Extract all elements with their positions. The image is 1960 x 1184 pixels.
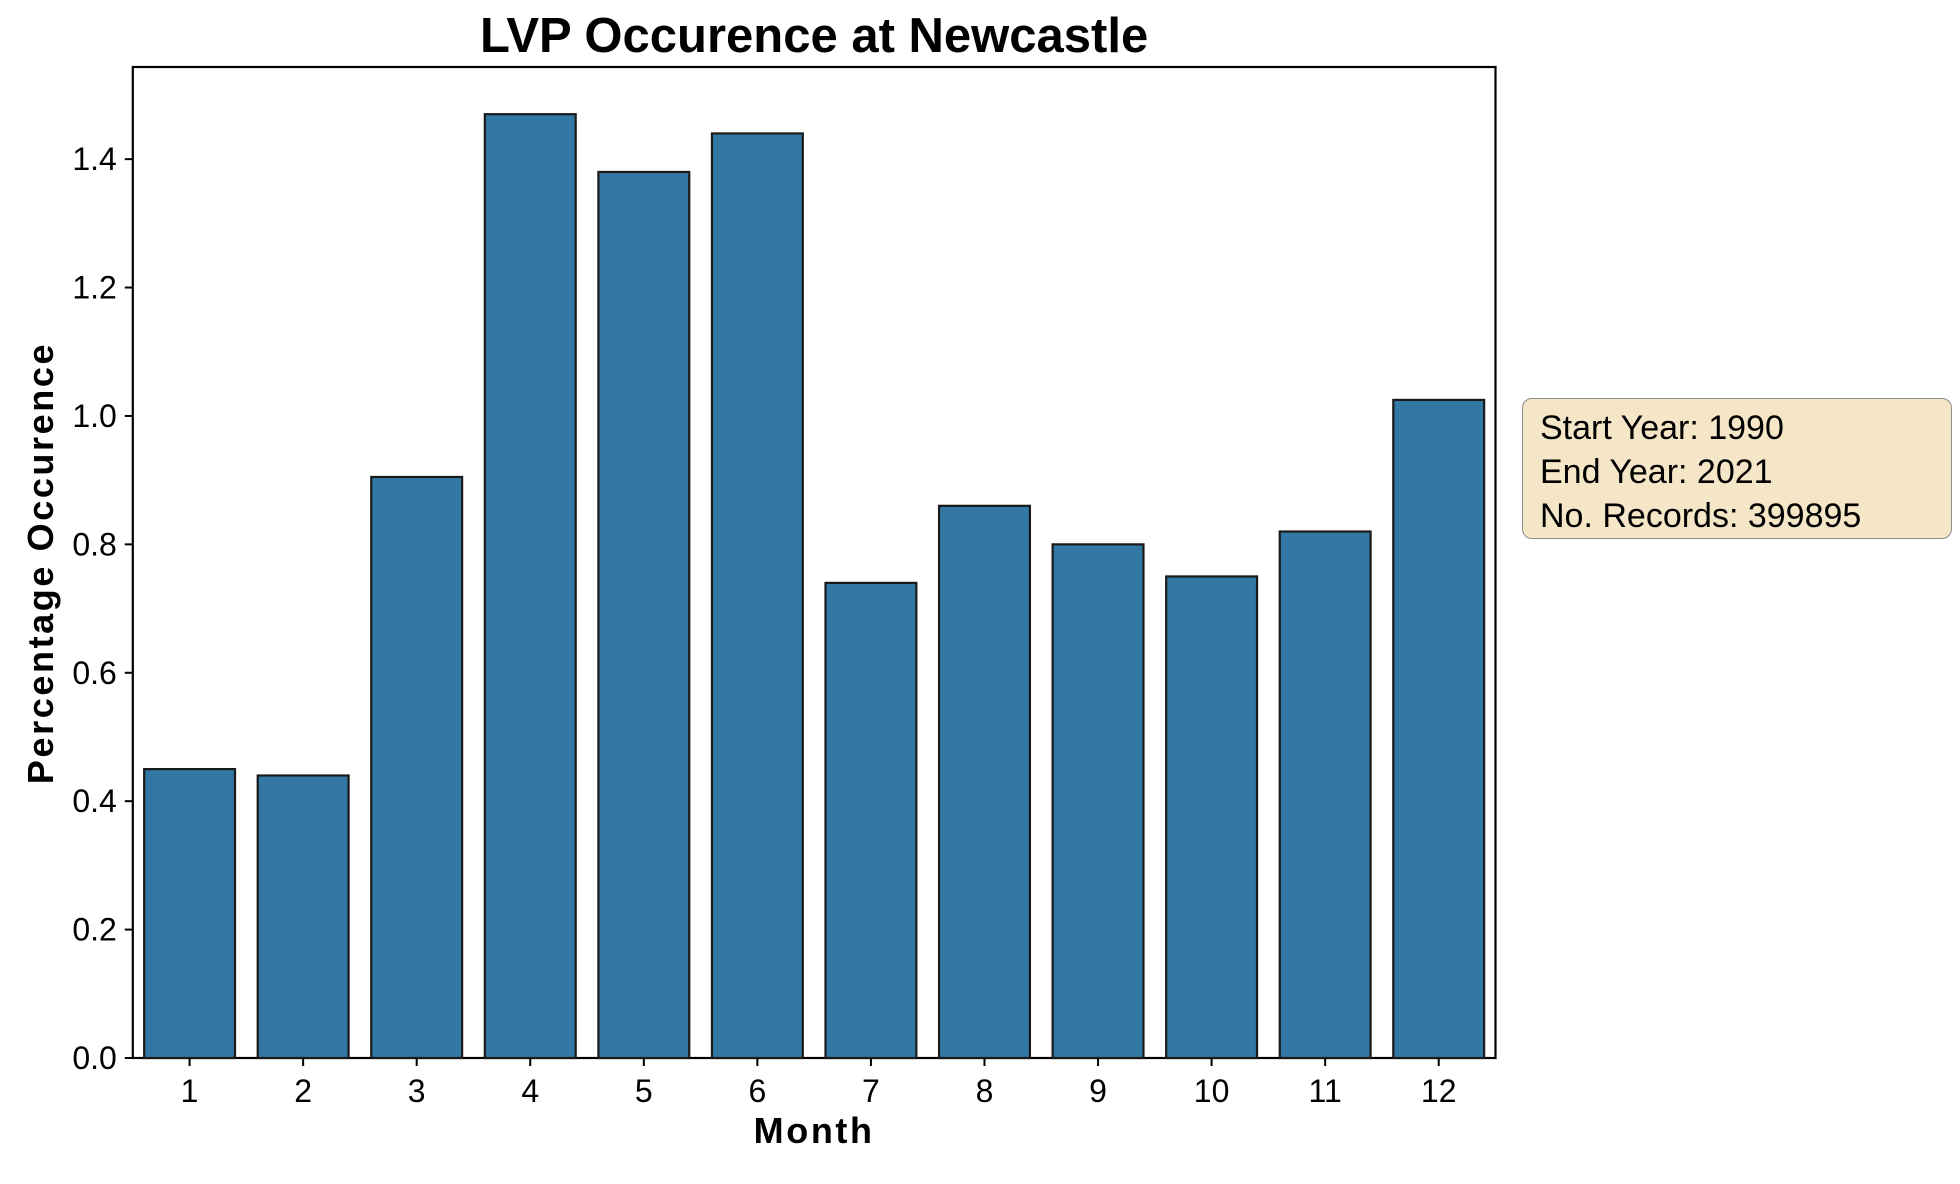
svg-text:0.8: 0.8	[72, 526, 116, 562]
svg-text:0.4: 0.4	[72, 783, 116, 819]
svg-text:10: 10	[1194, 1073, 1230, 1109]
svg-text:1.4: 1.4	[72, 141, 116, 177]
svg-text:1: 1	[181, 1073, 199, 1109]
svg-text:9: 9	[1089, 1073, 1107, 1109]
svg-text:4: 4	[521, 1073, 539, 1109]
svg-text:1.2: 1.2	[72, 270, 116, 306]
svg-text:0.0: 0.0	[72, 1040, 116, 1076]
svg-text:12: 12	[1421, 1073, 1457, 1109]
svg-text:6: 6	[748, 1073, 766, 1109]
svg-text:0.2: 0.2	[72, 912, 116, 948]
svg-text:7: 7	[862, 1073, 880, 1109]
svg-text:2: 2	[294, 1073, 312, 1109]
svg-text:11: 11	[1309, 1073, 1342, 1109]
svg-text:3: 3	[408, 1073, 426, 1109]
svg-text:8: 8	[976, 1073, 994, 1109]
svg-text:0.6: 0.6	[72, 655, 116, 691]
svg-text:1.0: 1.0	[72, 398, 116, 434]
svg-text:5: 5	[635, 1073, 653, 1109]
